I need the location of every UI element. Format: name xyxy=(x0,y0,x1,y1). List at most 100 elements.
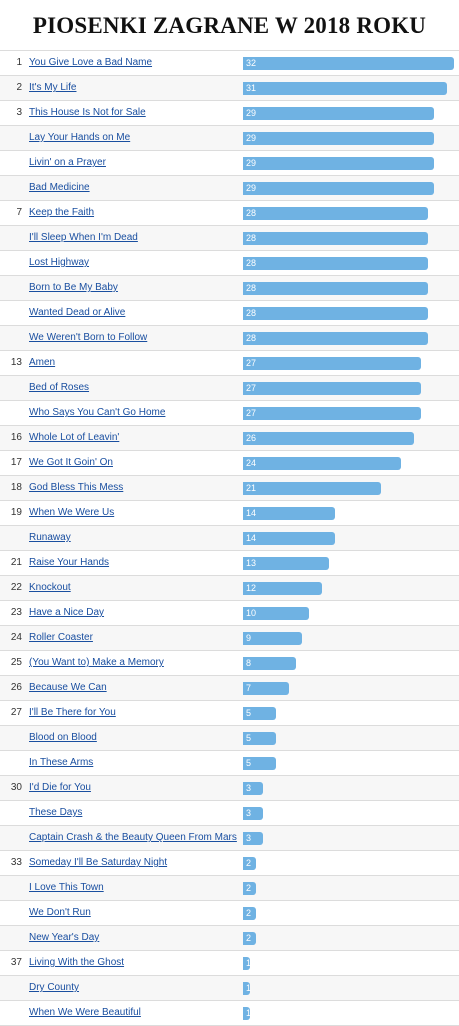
song-link[interactable]: Captain Crash & the Beauty Queen From Ma… xyxy=(29,832,237,843)
table-row: 24 Roller Coaster 9 xyxy=(0,626,459,651)
play-count-bar xyxy=(243,432,414,445)
play-count-bar xyxy=(243,782,263,795)
play-count-label: 28 xyxy=(246,333,257,343)
song-link[interactable]: This House Is Not for Sale xyxy=(29,107,146,118)
play-count-label: 9 xyxy=(246,633,252,643)
play-count-bar xyxy=(243,57,454,70)
song-link[interactable]: Have a Nice Day xyxy=(29,607,105,618)
song-link[interactable]: Blood on Blood xyxy=(29,732,97,743)
song-link[interactable]: Bed of Roses xyxy=(29,382,90,393)
play-count-label: 21 xyxy=(246,483,257,493)
rank-cell: 2 xyxy=(16,82,22,93)
play-count-bar xyxy=(243,107,434,120)
song-link[interactable]: Keep the Faith xyxy=(29,207,95,218)
play-count-label: 1 xyxy=(246,983,252,993)
song-link[interactable]: Lay Your Hands on Me xyxy=(29,132,131,143)
song-link[interactable]: In These Arms xyxy=(29,757,94,768)
play-count-label: 14 xyxy=(246,533,257,543)
song-link[interactable]: Roller Coaster xyxy=(29,632,93,643)
rank-cell: 30 xyxy=(10,782,22,793)
table-row: 1 You Give Love a Bad Name 32 xyxy=(0,51,459,76)
rank-cell: 16 xyxy=(10,432,22,443)
song-link[interactable]: Because We Can xyxy=(29,682,107,693)
rank-cell xyxy=(0,301,22,325)
play-count-bar xyxy=(243,307,428,320)
play-count-bar xyxy=(243,507,335,520)
play-count-bar xyxy=(243,257,428,270)
song-link[interactable]: Knockout xyxy=(29,582,71,593)
rank-cell xyxy=(0,126,22,150)
play-count-label: 1 xyxy=(246,958,252,968)
rank-cell: 18 xyxy=(10,482,22,493)
song-link[interactable]: Livin' on a Prayer xyxy=(29,157,106,168)
play-count-label: 5 xyxy=(246,733,252,743)
song-link[interactable]: Someday I'll Be Saturday Night xyxy=(29,857,168,868)
table-row: 2 It's My Life 31 xyxy=(0,76,459,101)
page-title: PIOSENKI ZAGRANE W 2018 ROKU xyxy=(32,13,427,38)
play-count-bar xyxy=(243,857,256,870)
play-count-bar xyxy=(243,132,434,145)
play-count-bar xyxy=(243,557,329,570)
play-count-bar xyxy=(243,207,428,220)
song-link[interactable]: We Don't Run xyxy=(29,907,91,918)
song-link[interactable]: I'll Sleep When I'm Dead xyxy=(29,232,138,243)
song-link[interactable]: Runaway xyxy=(29,532,71,543)
song-link[interactable]: New Year's Day xyxy=(29,932,100,943)
rank-cell xyxy=(0,901,22,925)
table-row: 17 We Got It Goin' On 24 xyxy=(0,451,459,476)
song-link[interactable]: I Love This Town xyxy=(29,882,104,893)
rank-cell xyxy=(0,151,22,175)
song-link[interactable]: Who Says You Can't Go Home xyxy=(29,407,166,418)
play-count-label: 28 xyxy=(246,308,257,318)
song-link[interactable]: (You Want to) Make a Memory xyxy=(29,657,164,668)
table-row: 16 Whole Lot of Leavin' 26 xyxy=(0,426,459,451)
song-link[interactable]: I'll Be There for You xyxy=(29,707,116,718)
song-link[interactable]: It's My Life xyxy=(29,82,77,93)
rank-cell xyxy=(0,826,22,850)
play-count-bar xyxy=(243,982,250,995)
song-link[interactable]: Bad Medicine xyxy=(29,182,90,193)
play-count-bar xyxy=(243,632,302,645)
table-row: Wanted Dead or Alive 28 xyxy=(0,301,459,326)
rank-cell: 1 xyxy=(16,57,22,68)
rank-cell: 21 xyxy=(10,557,22,568)
song-link[interactable]: Lost Highway xyxy=(29,257,90,268)
song-link[interactable]: When We Were Beautiful xyxy=(29,1007,141,1018)
song-link[interactable]: You Give Love a Bad Name xyxy=(29,57,153,68)
song-link[interactable]: Raise Your Hands xyxy=(29,557,110,568)
song-link[interactable]: These Days xyxy=(29,807,83,818)
play-count-bar xyxy=(243,82,447,95)
rank-cell: 25 xyxy=(10,657,22,668)
play-count-label: 29 xyxy=(246,158,257,168)
play-count-label: 24 xyxy=(246,458,257,468)
song-link[interactable]: Dry County xyxy=(29,982,80,993)
table-row: 27 I'll Be There for You 5 xyxy=(0,701,459,726)
play-count-bar xyxy=(243,607,309,620)
play-count-bar xyxy=(243,932,256,945)
rank-cell xyxy=(0,326,22,350)
song-link[interactable]: When We Were Us xyxy=(29,507,115,518)
song-link[interactable]: Amen xyxy=(29,357,56,368)
play-count-label: 28 xyxy=(246,283,257,293)
rank-cell xyxy=(0,726,22,750)
song-link[interactable]: Born to Be My Baby xyxy=(29,282,118,293)
play-count-label: 12 xyxy=(246,583,257,593)
rank-cell xyxy=(0,976,22,1000)
song-link[interactable]: We Weren't Born to Follow xyxy=(29,332,148,343)
song-link[interactable]: We Got It Goin' On xyxy=(29,457,113,468)
play-count-bar xyxy=(243,457,401,470)
table-row: 19 When We Were Us 14 xyxy=(0,501,459,526)
play-count-label: 28 xyxy=(246,233,257,243)
song-link[interactable]: Wanted Dead or Alive xyxy=(29,307,126,318)
song-link[interactable]: Whole Lot of Leavin' xyxy=(29,432,120,443)
rank-cell: 27 xyxy=(10,707,22,718)
play-count-label: 28 xyxy=(246,258,257,268)
play-count-bar xyxy=(243,582,322,595)
song-link[interactable]: Living With the Ghost xyxy=(29,957,125,968)
song-link[interactable]: I'd Die for You xyxy=(29,782,91,793)
song-link[interactable]: God Bless This Mess xyxy=(29,482,124,493)
table-row: We Weren't Born to Follow 28 xyxy=(0,326,459,351)
play-count-label: 8 xyxy=(246,658,252,668)
play-count-label: 31 xyxy=(246,83,257,93)
play-count-label: 3 xyxy=(246,833,252,843)
